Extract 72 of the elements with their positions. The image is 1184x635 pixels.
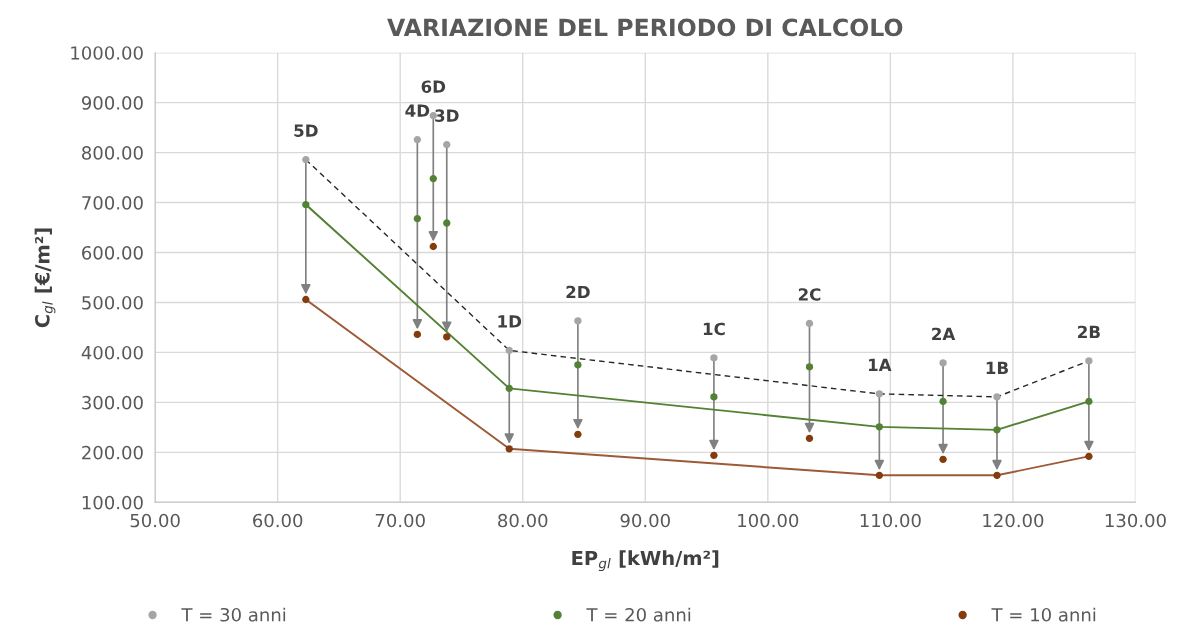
point (993, 393, 1001, 401)
y-tick-label: 300.00 (82, 395, 143, 410)
annotation: 2D (566, 285, 590, 299)
x-tick-label: 50.00 (130, 513, 180, 528)
y-tick-label: 200.00 (82, 445, 143, 460)
point (710, 393, 718, 401)
annotation: 2B (1078, 325, 1100, 339)
point (302, 295, 310, 304)
point (939, 359, 947, 367)
point (939, 397, 947, 406)
x-tick-label: 100.00 (738, 513, 799, 528)
point (413, 330, 422, 339)
annotation: 6D (421, 80, 446, 93)
y-tick-label: 900.00 (81, 96, 143, 110)
point (505, 346, 513, 355)
point (429, 174, 437, 183)
point (1085, 452, 1093, 460)
point (993, 471, 1001, 479)
x-tick-label: 130.00 (1105, 513, 1166, 528)
annotation: 3D (435, 109, 459, 122)
point (805, 363, 814, 371)
point (443, 333, 451, 341)
point (574, 317, 582, 325)
point (505, 384, 513, 393)
x-tick-label: 120.00 (983, 513, 1044, 528)
point (939, 455, 947, 463)
point (1085, 397, 1093, 406)
x-tick-label: 60.00 (253, 513, 303, 528)
point (805, 319, 814, 328)
point (443, 140, 451, 149)
y-tick-label: 100.00 (82, 495, 143, 510)
annotation: 2A (932, 327, 956, 340)
x-tick-label: 80.00 (498, 513, 548, 528)
point (875, 471, 884, 479)
point (1085, 357, 1093, 365)
x-tick-label: 90.00 (620, 513, 670, 528)
annotation: 1B (986, 361, 1008, 374)
point (875, 390, 884, 398)
point (993, 426, 1001, 434)
annotation: 5D (294, 124, 318, 137)
chart-title: VARIAZIONE DEL PERIODO DI CALCOLO (387, 18, 903, 37)
point (302, 200, 310, 209)
point (429, 242, 437, 251)
annotation: 1A (868, 358, 892, 371)
point (413, 135, 422, 144)
point (875, 423, 884, 431)
point (805, 434, 814, 443)
annotation: 2C (798, 288, 821, 301)
annotation: 1C (703, 322, 725, 336)
x-axis-title: EP$_{gl}$ [kWh/m²] (572, 550, 719, 572)
point (443, 219, 451, 227)
point (302, 155, 310, 164)
point (413, 214, 422, 223)
x-tick-label: 110.00 (860, 513, 921, 528)
legend-label: T = 30 anni (181, 607, 286, 622)
point (574, 430, 582, 439)
point (574, 361, 582, 369)
point (710, 451, 718, 459)
x-tick-label: 70.00 (375, 513, 425, 528)
y-axis-title: C$_{gl}$ [€/m²] (34, 228, 56, 328)
y-tick-label: 600.00 (82, 245, 143, 260)
y-tick-label: 700.00 (82, 196, 143, 210)
y-tick-label: 400.00 (81, 345, 143, 360)
y-tick-label: 500.00 (82, 295, 143, 310)
annotation: 1D (498, 315, 522, 328)
legend-label: T = 10 anni (991, 607, 1096, 622)
legend-label: T = 20 anni (586, 607, 691, 622)
y-tick-label: 800.00 (82, 146, 143, 160)
point (505, 445, 513, 453)
point (710, 354, 718, 362)
annotation: 4D (405, 104, 430, 117)
y-tick-label: 1000.00 (71, 46, 143, 60)
